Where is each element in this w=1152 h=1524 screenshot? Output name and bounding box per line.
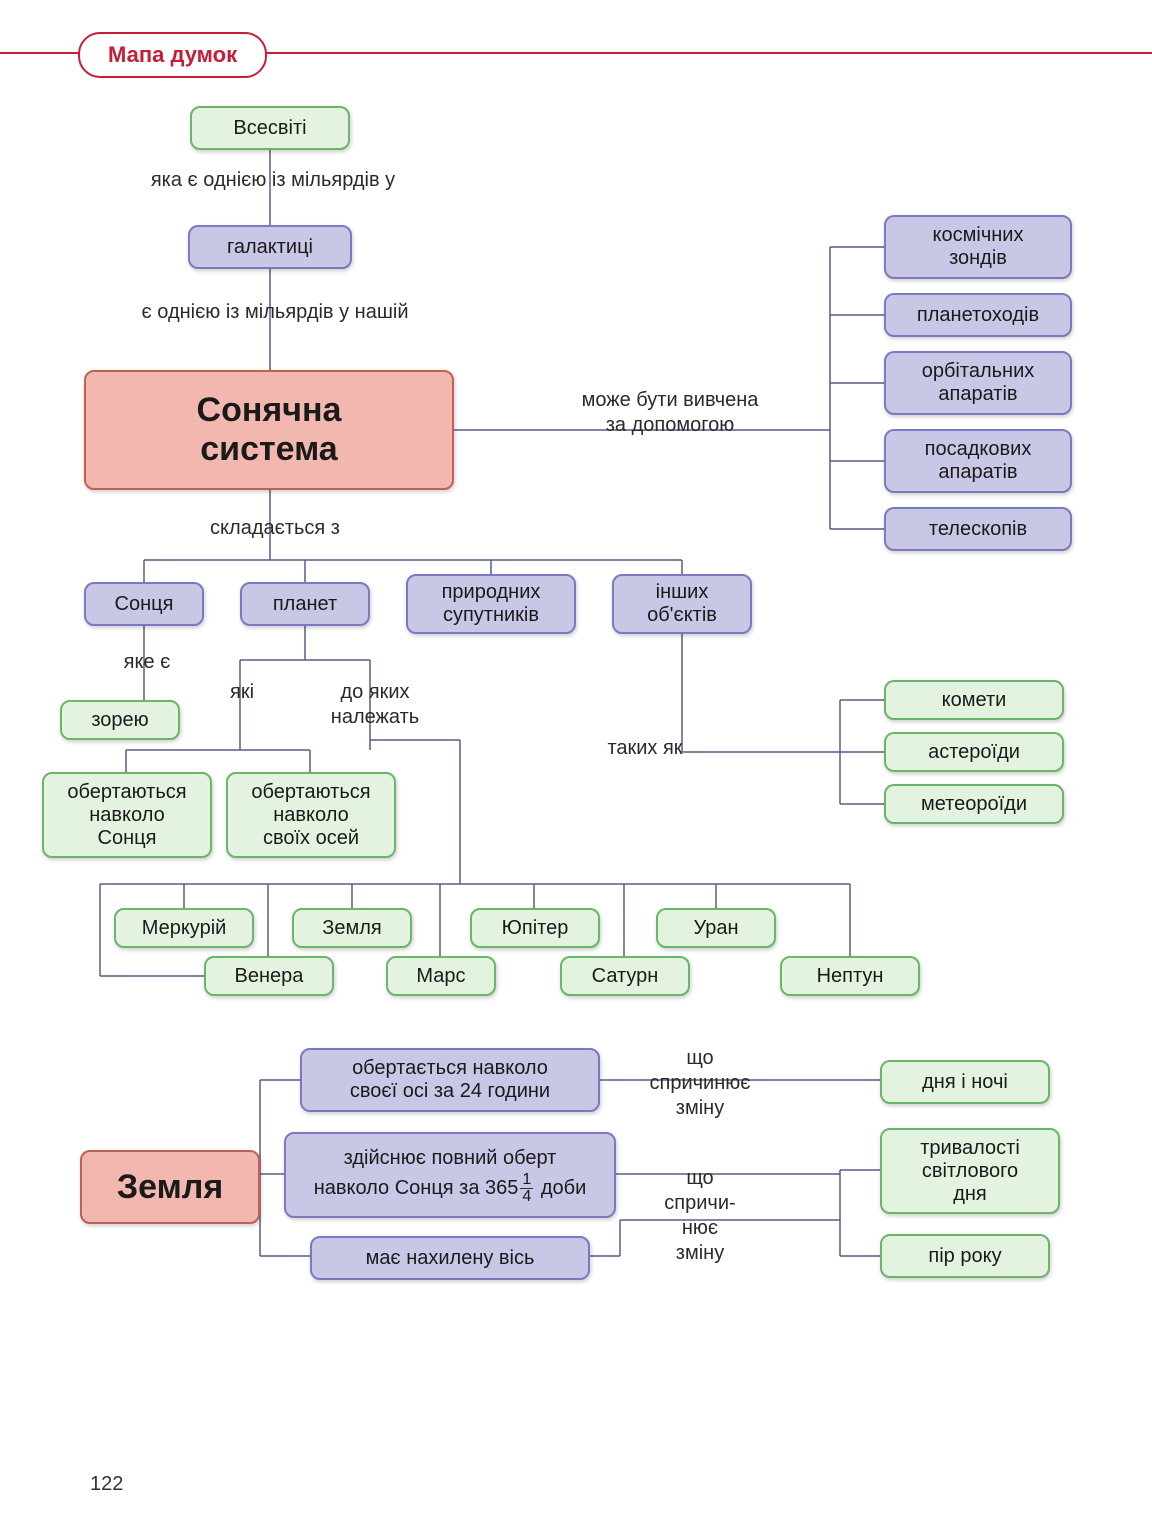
node-meteoroids: метеороїди bbox=[884, 784, 1064, 824]
node-orbit_axis: обертаютьсянавколосвоїх осей bbox=[226, 772, 396, 858]
node-landers: посадковихапаратів bbox=[884, 429, 1072, 493]
node-jupiter: Юпітер bbox=[470, 908, 600, 948]
fraction-icon: 14 bbox=[520, 1172, 533, 1205]
node-orbit_sun: обертаютьсянавколоСонця bbox=[42, 772, 212, 858]
node-telescopes: телескопів bbox=[884, 507, 1072, 551]
node-daynight: дня і ночі bbox=[880, 1060, 1050, 1104]
node-neptune: Нептун bbox=[780, 956, 920, 996]
label-l10: щоспричи-нюєзміну bbox=[640, 1166, 760, 1266]
label-l8: таких як bbox=[590, 736, 700, 761]
node-satellites: природнихсупутників bbox=[406, 574, 576, 634]
node-seasons: пір року bbox=[880, 1234, 1050, 1278]
node-rot365: здійснює повний оберт навколо Сонця за 3… bbox=[284, 1132, 616, 1218]
node-asteroids: астероїди bbox=[884, 732, 1064, 772]
node-saturn: Сатурн bbox=[560, 956, 690, 996]
node-mercury: Меркурій bbox=[114, 908, 254, 948]
node-rot24: обертається навколосвоєї осі за 24 годин… bbox=[300, 1048, 600, 1112]
node-mars: Марс bbox=[386, 956, 496, 996]
node-galaxy: галактиці bbox=[188, 225, 352, 269]
node-planets: планет bbox=[240, 582, 370, 626]
node-venus: Венера bbox=[204, 956, 334, 996]
label-l2: є однією із мільярдів у нашій bbox=[110, 300, 440, 325]
label-l5: яке є bbox=[112, 650, 182, 675]
node-star: зорею bbox=[60, 700, 180, 740]
label-l3: може бути вивченаза допомогою bbox=[540, 388, 800, 438]
node-universe: Всесвіті bbox=[190, 106, 350, 150]
node-sun: Сонця bbox=[84, 582, 204, 626]
node-uranus: Уран bbox=[656, 908, 776, 948]
node-daylength: тривалостісвітловогодня bbox=[880, 1128, 1060, 1214]
node-other_obj: іншихоб'єктів bbox=[612, 574, 752, 634]
label-l1: яка є однією із мільярдів у bbox=[138, 168, 408, 193]
node-earth: Земля bbox=[292, 908, 412, 948]
node-probes: космічнихзондів bbox=[884, 215, 1072, 279]
node-orbiters: орбітальнихапаратів bbox=[884, 351, 1072, 415]
rot365-line1: здійснює повний оберт bbox=[344, 1147, 557, 1169]
label-l9: щоспричинюєзміну bbox=[630, 1046, 770, 1121]
node-earth2: Земля bbox=[80, 1150, 260, 1224]
node-rovers: планетоходів bbox=[884, 293, 1072, 337]
label-l4: складається з bbox=[190, 516, 360, 541]
label-l7: до якихналежать bbox=[320, 680, 430, 730]
node-tilt: має нахилену вісь bbox=[310, 1236, 590, 1280]
rot365-unit: доби bbox=[541, 1177, 586, 1199]
label-l6: які bbox=[212, 680, 272, 705]
node-solar_system: Сонячнасистема bbox=[84, 370, 454, 490]
rot365-line2: навколо Сонця за 365 bbox=[314, 1177, 519, 1199]
node-comets: комети bbox=[884, 680, 1064, 720]
page-title: Мапа думок bbox=[78, 32, 267, 78]
